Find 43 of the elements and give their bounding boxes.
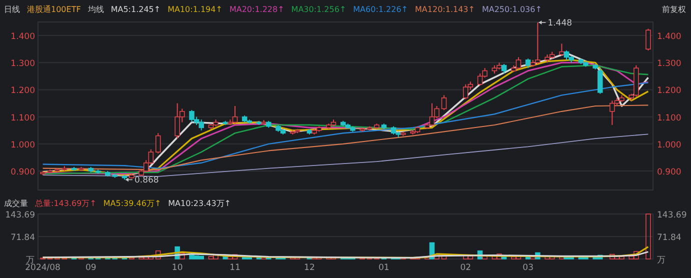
x-tick-label: 02 bbox=[460, 263, 472, 273]
text: MA250:1.036↑ bbox=[482, 5, 542, 14]
text: 总量:143.69万↑ bbox=[34, 199, 96, 208]
y-tick-label: 1.400 bbox=[10, 32, 35, 42]
x-tick-label: 12 bbox=[304, 263, 315, 273]
y2-tick-label: 0.900 bbox=[657, 168, 682, 178]
y2-tick-label: 143.69 bbox=[657, 210, 687, 220]
text: 日线 bbox=[4, 5, 20, 14]
y-tick-label: 71.84 bbox=[10, 233, 35, 243]
annotation: 0.868 bbox=[134, 176, 159, 186]
text: 均线 bbox=[86, 5, 104, 14]
y-tick-label: 1.000 bbox=[10, 140, 35, 150]
y-tick-label: 143.69 bbox=[5, 210, 35, 220]
x-tick-label: 03 bbox=[522, 263, 534, 273]
chart-title: 港股通100ETF bbox=[27, 5, 82, 14]
y2-tick-label: 1.200 bbox=[657, 86, 682, 96]
annotation: 1.448 bbox=[548, 18, 572, 29]
y2-tick-label: 1.400 bbox=[657, 32, 682, 42]
y-tick-label: 万 bbox=[26, 256, 35, 266]
text: MA5:39.46万↑ bbox=[103, 199, 162, 208]
y-tick-label: 1.300 bbox=[10, 59, 35, 70]
text: MA5:1.245↑ bbox=[110, 5, 161, 14]
y-tick-label: 0.900 bbox=[10, 168, 35, 178]
y2-tick-label: 1.000 bbox=[657, 140, 682, 150]
y2-tick-label: 万 bbox=[657, 256, 666, 266]
x-tick-label: 01 bbox=[378, 263, 390, 273]
y-tick-label: 1.200 bbox=[10, 86, 35, 96]
x-tick-label: 11 bbox=[230, 263, 240, 273]
y-tick-label: 1.100 bbox=[10, 113, 35, 124]
x-tick-label: 10 bbox=[172, 263, 183, 273]
text: MA20:1.228↑ bbox=[229, 5, 284, 14]
y2-tick-label: 71.84 bbox=[657, 233, 682, 243]
x-tick-label: 09 bbox=[85, 263, 96, 273]
text: 前复权 bbox=[662, 5, 686, 14]
text: MA10:1.194↑ bbox=[168, 5, 222, 14]
text: MA60:1.226↑ bbox=[353, 5, 408, 14]
y2-tick-label: 1.100 bbox=[657, 113, 682, 124]
text: MA120:1.143↑ bbox=[415, 5, 475, 14]
y2-tick-label: 1.300 bbox=[657, 59, 682, 70]
chart-title: 成交量 bbox=[4, 199, 28, 208]
x-tick-label: 2024/08 bbox=[25, 263, 60, 273]
text: MA30:1.256↑ bbox=[291, 5, 346, 14]
text: MA10:23.43万↑ bbox=[168, 199, 232, 208]
